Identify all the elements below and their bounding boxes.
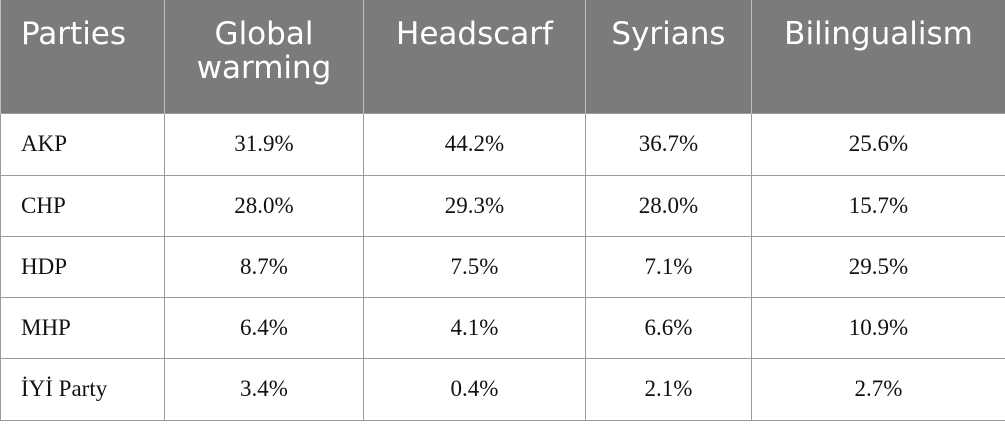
table-row: İYİ Party 3.4% 0.4% 2.1% 2.7% (0, 357, 1005, 421)
party-name-cell: MHP (0, 296, 165, 359)
bilingualism-cell: 10.9% (751, 296, 1005, 359)
party-issue-table: Parties Global warming Headscarf Syrians… (0, 0, 1005, 421)
headscarf-cell: 7.5% (363, 235, 586, 298)
header-row: Parties Global warming Headscarf Syrians… (0, 0, 1005, 113)
header-bilingualism: Bilingualism (751, 0, 1005, 113)
syrians-cell: 28.0% (585, 174, 752, 237)
party-name-cell: AKP (0, 112, 165, 176)
table-body: AKP 31.9% 44.2% 36.7% 25.6% CHP 28.0% 29… (0, 112, 1005, 421)
header-syrians: Syrians (585, 0, 752, 113)
syrians-cell: 6.6% (585, 296, 752, 359)
table-row: CHP 28.0% 29.3% 28.0% 15.7% (0, 174, 1005, 237)
syrians-cell: 2.1% (585, 357, 752, 421)
headscarf-cell: 29.3% (363, 174, 586, 237)
syrians-cell: 7.1% (585, 235, 752, 298)
header-global-warming: Global warming (164, 0, 364, 113)
global-warming-cell: 3.4% (164, 357, 364, 421)
headscarf-cell: 4.1% (363, 296, 586, 359)
table-row: AKP 31.9% 44.2% 36.7% 25.6% (0, 112, 1005, 176)
syrians-cell: 36.7% (585, 112, 752, 176)
table-row: HDP 8.7% 7.5% 7.1% 29.5% (0, 235, 1005, 298)
global-warming-cell: 28.0% (164, 174, 364, 237)
headscarf-cell: 0.4% (363, 357, 586, 421)
party-name-cell: İYİ Party (0, 357, 165, 421)
party-name-cell: CHP (0, 174, 165, 237)
header-parties: Parties (0, 0, 165, 113)
global-warming-cell: 31.9% (164, 112, 364, 176)
table-row: MHP 6.4% 4.1% 6.6% 10.9% (0, 296, 1005, 359)
global-warming-cell: 6.4% (164, 296, 364, 359)
header-headscarf: Headscarf (363, 0, 586, 113)
table-header: Parties Global warming Headscarf Syrians… (0, 0, 1005, 113)
headscarf-cell: 44.2% (363, 112, 586, 176)
bilingualism-cell: 29.5% (751, 235, 1005, 298)
bilingualism-cell: 2.7% (751, 357, 1005, 421)
party-name-cell: HDP (0, 235, 165, 298)
global-warming-cell: 8.7% (164, 235, 364, 298)
bilingualism-cell: 25.6% (751, 112, 1005, 176)
bilingualism-cell: 15.7% (751, 174, 1005, 237)
